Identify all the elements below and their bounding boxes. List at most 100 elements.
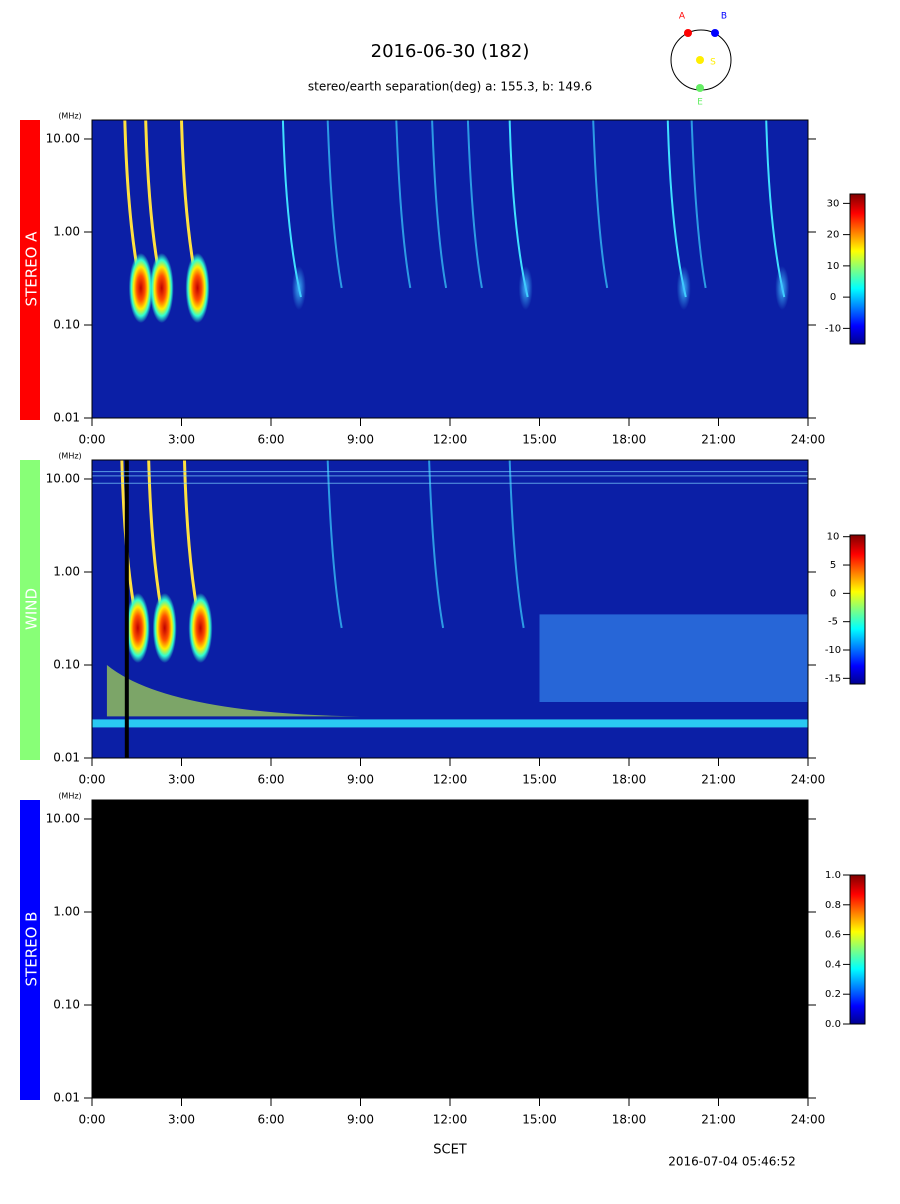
- x-tick-label: 24:00: [791, 773, 826, 787]
- x-tick-label: 21:00: [701, 773, 736, 787]
- x-tick-label: 9:00: [347, 433, 374, 447]
- faint-burst: [508, 459, 525, 629]
- colorbar-tick-label: 10: [827, 261, 840, 272]
- data-gap: [124, 460, 129, 758]
- faint-burst: [428, 459, 445, 629]
- x-tick-label: 12:00: [433, 433, 468, 447]
- y-tick-label: 0.01: [53, 1091, 80, 1105]
- x-tick-label: 15:00: [522, 1113, 557, 1127]
- spectral-features: [92, 459, 808, 758]
- plasma-line: [92, 719, 808, 728]
- y-unit: (MHz): [58, 452, 81, 461]
- colorbar-tick-label: 20: [827, 230, 840, 241]
- faint-burst: [592, 119, 609, 289]
- x-tick-label: 21:00: [701, 433, 736, 447]
- x-tick-label: 15:00: [522, 433, 557, 447]
- x-tick-label: 24:00: [791, 433, 826, 447]
- burst-core: [185, 252, 210, 323]
- x-tick-label: 18:00: [612, 773, 647, 787]
- timestamp: 2016-07-04 05:46:52: [668, 1155, 795, 1169]
- orbit-label: A: [679, 12, 686, 22]
- y-tick-label: 1.00: [53, 564, 80, 578]
- y-tick-label: 0.10: [53, 657, 80, 671]
- colorbar-tick-label: 0.4: [825, 959, 841, 970]
- colorbar-tick-label: 30: [827, 198, 840, 209]
- y-tick-label: 0.10: [53, 997, 80, 1011]
- spectral-features: [123, 119, 790, 323]
- colorbar-tick-label: 0.6: [825, 930, 841, 941]
- burst-core: [149, 252, 174, 323]
- x-tick-label: 9:00: [347, 773, 374, 787]
- x-tick-label: 18:00: [612, 1113, 647, 1127]
- panel-label-bar: [20, 460, 40, 760]
- x-tick-label: 0:00: [79, 433, 106, 447]
- colorbar-tick-label: 0.0: [825, 1019, 841, 1030]
- x-tick-label: 0:00: [79, 1113, 106, 1127]
- orbit-body: [684, 29, 692, 37]
- faint-burst: [431, 119, 448, 289]
- colorbar-tick-label: 0: [830, 292, 836, 303]
- x-tick-label: 3:00: [168, 433, 195, 447]
- title: 2016-06-30 (182): [371, 41, 530, 62]
- x-tick-label: 12:00: [433, 1113, 468, 1127]
- x-tick-label: 24:00: [791, 1113, 826, 1127]
- orbit-label: B: [721, 12, 727, 22]
- faint-burst: [395, 119, 412, 289]
- colorbar: [849, 534, 866, 685]
- spectrogram: [92, 120, 808, 418]
- y-unit: (MHz): [58, 792, 81, 801]
- colorbar-tick-label: -10: [825, 323, 841, 334]
- burst-core: [188, 592, 213, 663]
- colorbar: [849, 193, 866, 345]
- burst-core: [518, 265, 533, 310]
- panel-label: WIND: [23, 588, 41, 630]
- x-tick-label: 21:00: [701, 1113, 736, 1127]
- burst-core: [125, 592, 150, 663]
- faint-burst: [690, 119, 707, 289]
- x-tick-label: 15:00: [522, 773, 557, 787]
- subtitle: stereo/earth separation(deg) a: 155.3, b…: [308, 80, 592, 94]
- x-tick-label: 18:00: [612, 433, 647, 447]
- colorbar-tick-label: -5: [828, 617, 838, 628]
- x-tick-label: 6:00: [258, 1113, 285, 1127]
- burst-core: [128, 252, 153, 323]
- spectrogram: [92, 800, 808, 1098]
- panel-label: STEREO A: [23, 231, 41, 307]
- colorbar: [849, 874, 866, 1025]
- burst-core: [152, 592, 177, 663]
- colorbar-tick-label: 0.8: [825, 900, 841, 911]
- colorbar-tick-label: -10: [825, 645, 841, 656]
- panel-label-bar: [20, 800, 40, 1100]
- burst-core: [291, 265, 306, 310]
- x-tick-label: 6:00: [258, 433, 285, 447]
- y-tick-label: 1.00: [53, 904, 80, 918]
- colorbar-tick-label: 10: [827, 532, 840, 543]
- x-tick-label: 0:00: [79, 773, 106, 787]
- colorbar-tick-label: 0: [830, 588, 836, 599]
- faint-burst: [466, 119, 483, 289]
- faint-burst: [326, 119, 343, 289]
- x-tick-label: 12:00: [433, 773, 468, 787]
- x-tick-label: 3:00: [168, 1113, 195, 1127]
- y-tick-label: 0.01: [53, 751, 80, 765]
- y-tick-label: 0.10: [53, 317, 80, 331]
- panel-label: STEREO B: [23, 912, 41, 987]
- orbit-label: S: [710, 58, 716, 68]
- colorbar-tick-label: -15: [825, 673, 841, 684]
- wake: [106, 664, 361, 717]
- orbit-label: E: [697, 98, 703, 108]
- y-tick-label: 10.00: [46, 471, 80, 485]
- orbit-body: [696, 84, 704, 92]
- burst-core: [676, 265, 691, 310]
- faint-burst: [326, 459, 343, 629]
- orbit-body: [696, 56, 704, 64]
- y-unit: (MHz): [58, 112, 81, 121]
- y-tick-label: 10.00: [46, 811, 80, 825]
- x-tick-label: 9:00: [347, 1113, 374, 1127]
- burst-core: [775, 265, 790, 310]
- colorbar-tick-label: 1.0: [825, 870, 841, 881]
- type-iii-storm: [539, 614, 808, 703]
- colorbar-tick-label: 5: [830, 560, 836, 571]
- x-tick-label: 6:00: [258, 773, 285, 787]
